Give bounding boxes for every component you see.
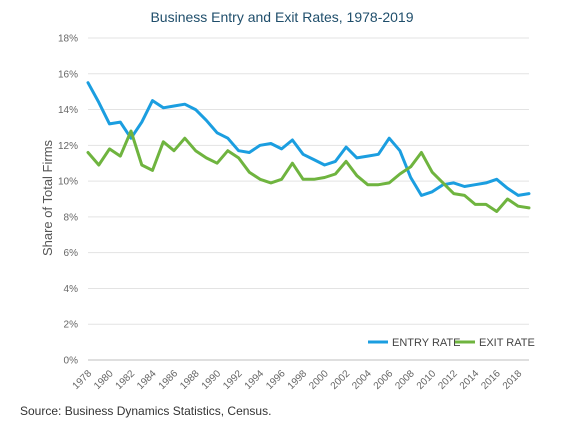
x-tick-label: 1986 [157,368,181,392]
x-tick-label: 2008 [393,368,417,392]
x-tick-label: 2002 [329,368,353,392]
x-tick-label: 2004 [350,368,374,392]
x-tick-label: 1978 [71,368,95,392]
x-tick-label: 2016 [479,368,503,392]
series-lines [86,81,531,213]
x-tick-label: 1990 [200,368,224,392]
source-note: Source: Business Dynamics Statistics, Ce… [20,404,272,418]
gridlines [88,37,529,361]
legend-label: ENTRY RATE [392,337,460,349]
x-tick-label: 2000 [307,368,331,392]
x-tick-label: 1998 [286,368,310,392]
y-tick-label: 16% [58,69,78,80]
x-tick-label: 1992 [221,368,245,392]
x-tick-label: 1984 [135,368,159,392]
y-tick-label: 10% [58,177,78,188]
x-tick-label: 1994 [243,368,267,392]
y-tick-label: 0% [64,356,79,367]
x-tick-label: 2012 [436,368,460,392]
legend: ENTRY RATE EXIT RATE [368,337,535,349]
y-tick-label: 12% [58,141,78,152]
x-tick-label: 1980 [92,368,116,392]
y-tick-label: 4% [64,284,79,295]
y-tick-label: 8% [64,212,79,223]
x-tick-label: 1996 [264,368,288,392]
series-line-exit-rate [86,129,531,213]
y-tick-label: 6% [64,248,79,259]
x-tick-label: 2006 [372,368,396,392]
legend-label: EXIT RATE [479,337,535,349]
y-tick-label: 14% [58,105,78,116]
x-axis-ticks: 1978198019821984198619881990199219941996… [71,368,525,392]
x-tick-label: 2014 [458,368,482,392]
x-tick-label: 2018 [501,368,525,392]
y-tick-label: 2% [64,320,79,331]
y-axis-ticks: 0% 2% 4% 6% 8% 10% 12% 14% 16% 18% [58,34,78,367]
y-axis-title: Share of Total Firms [40,139,55,256]
x-tick-label: 2010 [415,368,439,392]
chart-title: Business Entry and Exit Rates, 1978-2019 [150,9,414,25]
x-tick-label: 1988 [178,368,202,392]
series-line-entry-rate [86,81,531,197]
y-tick-label: 18% [58,34,78,45]
x-tick-label: 1982 [114,368,138,392]
